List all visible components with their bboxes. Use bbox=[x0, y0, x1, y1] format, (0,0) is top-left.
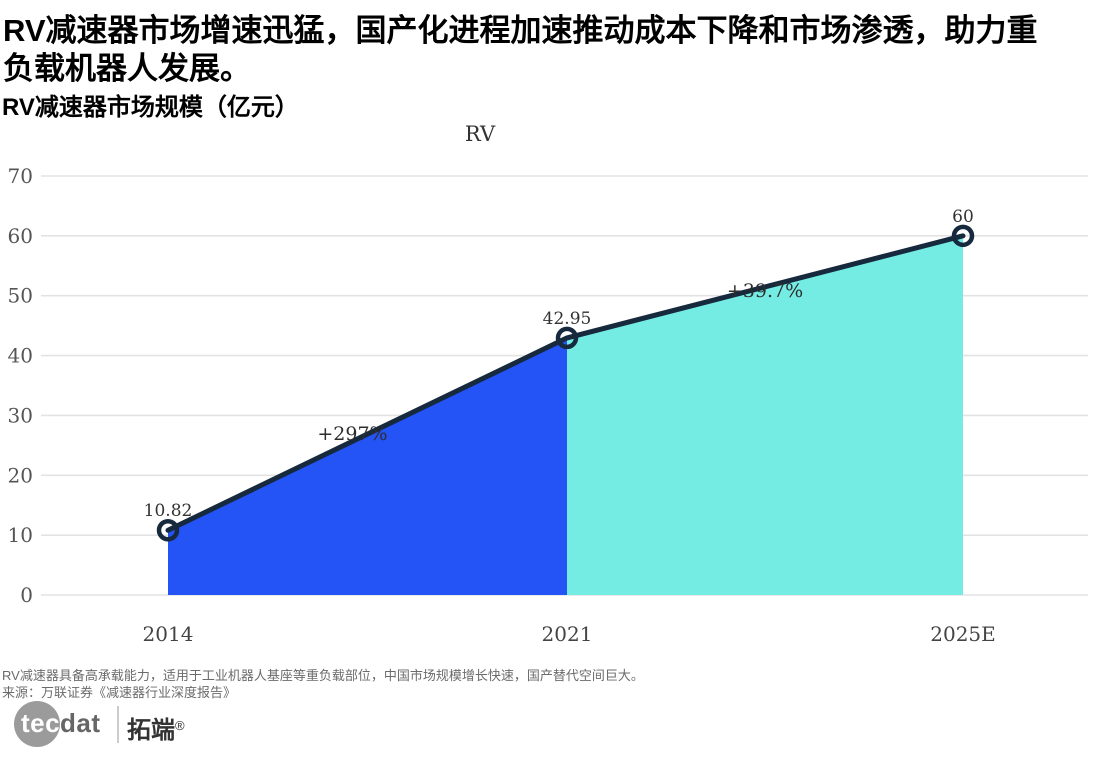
point-value-label: 10.82 bbox=[144, 501, 193, 521]
data-point-marker bbox=[555, 326, 579, 350]
y-tick-label: 0 bbox=[20, 583, 33, 607]
source-note: 来源：万联证券《减速器行业深度报告》 bbox=[2, 685, 237, 700]
registered-mark: ® bbox=[175, 718, 185, 733]
point-value-label: 42.95 bbox=[543, 309, 592, 329]
logo-divider bbox=[117, 706, 119, 743]
y-tick-label: 40 bbox=[8, 344, 33, 368]
chart-title: RV bbox=[464, 122, 496, 146]
area-segment bbox=[567, 235, 963, 595]
tecdat-logo-dat: dat bbox=[60, 708, 101, 738]
area-segment bbox=[168, 337, 567, 595]
tuoduan-brand-text: 拓端 bbox=[127, 717, 175, 744]
y-tick-label: 70 bbox=[8, 164, 33, 188]
y-tick-label: 10 bbox=[8, 523, 33, 547]
point-value-label: 60 bbox=[952, 207, 974, 227]
tuoduan-brand: 拓端® bbox=[127, 710, 185, 745]
y-tick-label: 50 bbox=[8, 284, 33, 308]
growth-annotation: +297% bbox=[317, 423, 387, 445]
y-tick-label: 30 bbox=[8, 403, 33, 427]
y-tick-label: 60 bbox=[8, 224, 33, 248]
tecdat-logo-circle bbox=[14, 701, 60, 747]
data-point-marker bbox=[156, 518, 180, 542]
growth-annotation: +39.7% bbox=[727, 280, 803, 302]
chart-subtitle: RV减速器市场规模（亿元） bbox=[2, 94, 299, 121]
chart-footnote: RV减速器具备高承载能力，适用于工业机器人基座等重负载部位，中国市场规模增长快速… bbox=[2, 668, 644, 683]
x-category-label: 2021 bbox=[542, 622, 593, 646]
y-tick-label: 20 bbox=[8, 463, 33, 487]
page-title: RV减速器市场增速迅猛，国产化进程加速推动成本下降和市场渗透，助力重负载机器人发… bbox=[3, 13, 1038, 86]
x-category-label: 2014 bbox=[143, 622, 194, 646]
trend-line bbox=[165, 233, 966, 533]
tecdat-logo-tec: tec bbox=[21, 708, 61, 738]
data-point-marker bbox=[951, 224, 975, 248]
x-category-label: 2025E bbox=[930, 622, 996, 646]
